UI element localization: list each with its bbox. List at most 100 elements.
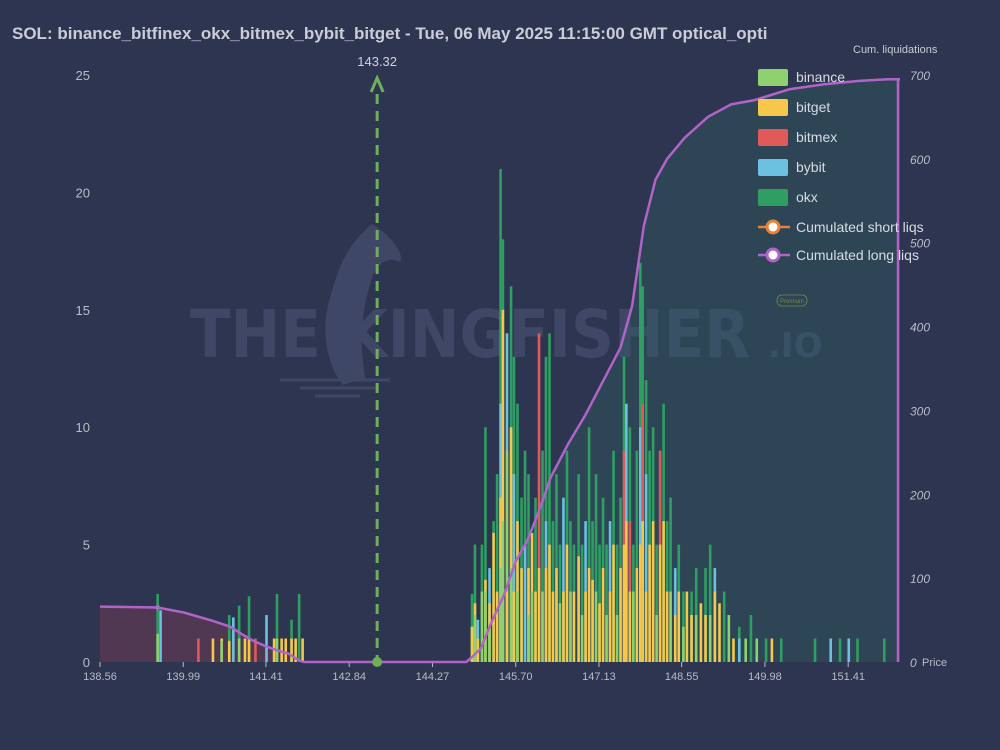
bar-binance <box>755 638 759 662</box>
bar-bitget <box>639 544 642 662</box>
bar-bitget <box>544 568 548 662</box>
bar-bitget <box>495 591 499 662</box>
y-right-tick-label: 0 <box>910 656 917 670</box>
bar-bybit <box>523 544 527 662</box>
legend-swatch-binance <box>758 69 788 86</box>
bar-bybit <box>847 638 851 662</box>
bar-bitget <box>628 591 632 662</box>
bar-bitget <box>537 568 541 662</box>
bar-okx <box>544 356 548 662</box>
y-right-tick-label: 500 <box>910 237 930 251</box>
bar-bitget <box>243 638 247 662</box>
bar-binance <box>744 638 748 662</box>
bar-binance <box>541 591 544 662</box>
bar-binance <box>499 568 502 662</box>
bar-okx <box>541 450 544 662</box>
bar-okx <box>779 638 783 662</box>
bar-bitget <box>718 603 721 662</box>
x-axis-label: Price <box>922 657 947 669</box>
bar-bitget <box>501 309 505 662</box>
bar-binance <box>473 615 477 662</box>
y-right-tick-label: 400 <box>910 321 930 335</box>
bar-bitget <box>619 568 622 662</box>
cum-short-line <box>99 605 304 664</box>
bar-okx <box>297 593 301 662</box>
bar-bybit <box>738 638 741 662</box>
bar-binance <box>708 615 712 662</box>
x-tick-label: 147.13 <box>582 671 616 683</box>
legend-label: bitmex <box>796 129 837 145</box>
bar-bitget <box>601 568 605 662</box>
bar-bitget <box>294 638 297 662</box>
bar-bitget <box>509 427 513 662</box>
x-tick-label: 138.56 <box>83 671 117 683</box>
bar-binance <box>505 450 509 662</box>
bar-bybit <box>265 615 268 662</box>
bar-bitget <box>690 615 693 662</box>
legend-label: binance <box>796 69 845 85</box>
bar-bitget <box>280 638 283 662</box>
legend-swatch-bitmex <box>758 129 788 146</box>
bar-bitget <box>555 568 558 662</box>
bar-binance <box>569 591 572 662</box>
x-tick-label: 144.27 <box>416 671 450 683</box>
bar-okx <box>749 615 753 662</box>
bar-bitget <box>658 544 662 662</box>
bar-bitget <box>612 544 615 662</box>
bar-bybit <box>644 474 648 662</box>
bar-binance <box>488 626 491 662</box>
bar-okx <box>495 474 499 662</box>
cum-long-area <box>303 79 900 662</box>
legend-label: bitget <box>796 99 830 115</box>
bar-bitget <box>651 521 655 662</box>
bar-binance <box>605 615 608 662</box>
bar-binance <box>594 591 598 662</box>
bar-bitget <box>732 638 735 662</box>
bar-okx <box>156 593 159 662</box>
x-tick-label: 151.41 <box>831 671 865 683</box>
bar-bitget <box>562 591 565 662</box>
bar-bitget <box>520 568 523 662</box>
cum-short-area <box>100 606 304 662</box>
kingfisher-logo-icon <box>325 224 402 385</box>
bar-bitget <box>673 615 677 662</box>
bar-bitget <box>713 591 717 662</box>
bar-binance <box>669 591 672 662</box>
bar-bitget <box>247 638 251 662</box>
bar-bitget <box>551 591 555 662</box>
bar-bitget <box>665 591 669 662</box>
bar-binance <box>220 640 223 662</box>
bar-bitget <box>534 591 537 662</box>
logo-base-icon <box>280 378 390 398</box>
bar-binance <box>632 591 635 662</box>
bar-bitget <box>301 638 304 662</box>
current-price-arrow-icon <box>369 74 385 93</box>
legend-swatch-bybit <box>758 159 788 176</box>
y-right-axis-label: Cum. liquidations <box>853 44 938 56</box>
y-left-tick-label: 25 <box>76 68 90 83</box>
legend-label: Cumulated short liqs <box>796 219 924 235</box>
bar-okx <box>708 544 712 662</box>
y-left-tick-label: 20 <box>76 185 90 200</box>
bar-okx <box>484 427 487 662</box>
bar-bitmex <box>537 333 541 662</box>
bar-bitget <box>625 521 628 662</box>
y-right-tick-label: 600 <box>910 153 930 167</box>
bar-okx <box>856 638 859 662</box>
bar-bitget <box>704 615 707 662</box>
y-right-tick-label: 700 <box>910 69 930 83</box>
bar-okx <box>580 544 584 662</box>
bar-bitget <box>644 591 648 662</box>
bar-okx <box>655 544 658 662</box>
bar-bitget <box>505 591 509 662</box>
bar-okx <box>275 593 279 662</box>
bar-bitget <box>648 544 651 662</box>
bar-okx <box>669 497 672 662</box>
current-price-dot <box>372 657 383 667</box>
bar-bitget <box>512 591 516 662</box>
x-tick-label: 145.70 <box>499 671 533 683</box>
x-tick-label: 142.84 <box>332 671 366 683</box>
y-right-tick-label: 200 <box>909 488 930 502</box>
bar-bitget <box>591 579 594 662</box>
legend-swatch-bitget <box>758 99 788 116</box>
